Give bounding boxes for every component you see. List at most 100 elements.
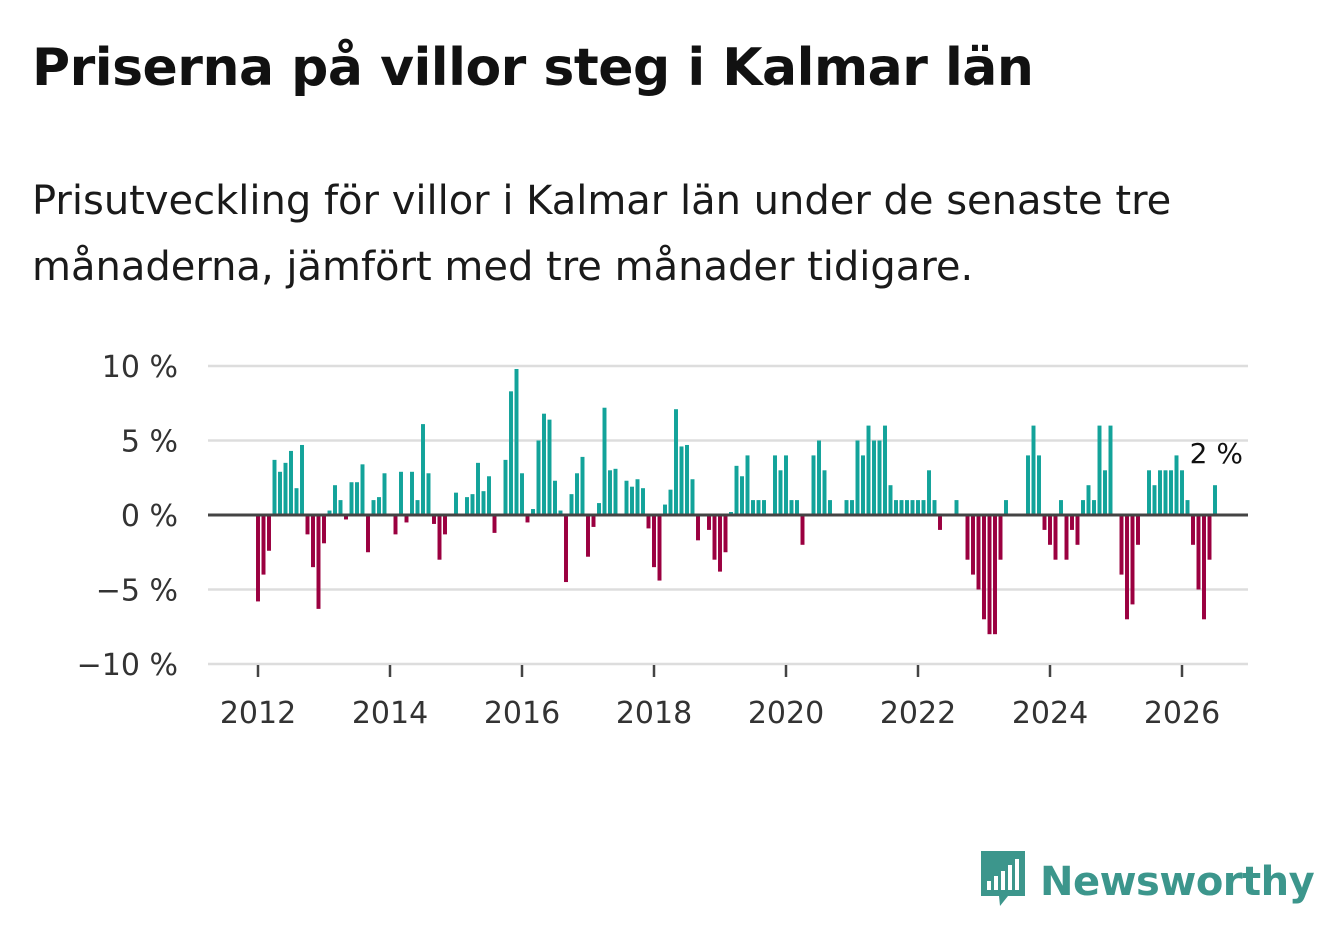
bar bbox=[1042, 515, 1047, 530]
bar bbox=[289, 450, 293, 515]
bar bbox=[393, 515, 398, 535]
bar bbox=[822, 470, 827, 515]
bar bbox=[751, 500, 755, 515]
x-tick-label: 2018 bbox=[616, 696, 692, 731]
bar bbox=[256, 515, 260, 602]
bar bbox=[1070, 515, 1074, 530]
bar bbox=[1031, 425, 1036, 515]
bar bbox=[762, 500, 766, 515]
bar bbox=[272, 459, 277, 515]
bar bbox=[432, 515, 436, 524]
bar bbox=[795, 500, 799, 515]
bar bbox=[888, 485, 893, 515]
chart-title: Priserna på villor steg i Kalmar län bbox=[32, 38, 1034, 98]
bar bbox=[437, 515, 442, 560]
bar bbox=[800, 515, 805, 545]
bar bbox=[382, 473, 387, 515]
bar bbox=[778, 470, 783, 515]
bar bbox=[476, 462, 480, 515]
bar bbox=[850, 500, 854, 515]
bar bbox=[410, 471, 414, 515]
bar-chart: 10 % 5 % 0 % −5 % −10 % 2012 2014 2016 2018 2020… bbox=[77, 350, 1248, 731]
bar bbox=[1097, 425, 1102, 515]
bar bbox=[349, 482, 354, 515]
bar bbox=[421, 424, 425, 515]
bar bbox=[1213, 485, 1217, 515]
gridlines bbox=[208, 364, 1248, 666]
x-tick-label: 2020 bbox=[748, 696, 824, 731]
bar bbox=[646, 515, 651, 529]
bar bbox=[894, 500, 898, 515]
bar bbox=[855, 440, 860, 515]
bars bbox=[256, 368, 1217, 635]
bar bbox=[1048, 515, 1052, 545]
bar bbox=[938, 515, 942, 530]
bar bbox=[454, 492, 458, 515]
bar bbox=[305, 515, 310, 535]
y-tick-label: −10 % bbox=[77, 648, 178, 683]
bar bbox=[1163, 470, 1168, 515]
bar bbox=[811, 455, 816, 515]
bar bbox=[575, 473, 579, 515]
bar bbox=[872, 440, 876, 515]
bar bbox=[696, 515, 700, 541]
bar bbox=[1185, 500, 1190, 515]
chart-subtitle: Prisutveckling för villor i Kalmar län u… bbox=[32, 178, 1172, 290]
bar bbox=[877, 440, 882, 515]
bar bbox=[503, 459, 508, 515]
bar bbox=[608, 470, 612, 515]
bar bbox=[1026, 455, 1030, 515]
x-tick-label: 2026 bbox=[1144, 696, 1220, 731]
bar bbox=[756, 500, 761, 515]
bar bbox=[718, 515, 722, 572]
bar bbox=[399, 471, 403, 515]
bar bbox=[1174, 455, 1179, 515]
bar bbox=[360, 464, 365, 515]
bar bbox=[366, 515, 370, 553]
bar bbox=[1180, 470, 1184, 515]
bar bbox=[465, 497, 469, 515]
newsworthy-logo-text: Newsworthy bbox=[1040, 858, 1315, 905]
bar bbox=[547, 419, 552, 515]
x-axis-ticks: 2012 2014 2016 2018 2020 2022 2024 2026 bbox=[220, 665, 1220, 731]
bar bbox=[723, 515, 728, 553]
last-value-label: 2 % bbox=[1190, 437, 1243, 470]
bar bbox=[1081, 500, 1085, 515]
bar bbox=[668, 489, 673, 515]
bar bbox=[371, 500, 376, 515]
bar bbox=[861, 455, 865, 515]
x-tick-label: 2014 bbox=[352, 696, 428, 731]
y-tick-label: 10 % bbox=[102, 350, 178, 385]
bar bbox=[635, 479, 640, 515]
bar bbox=[311, 515, 315, 568]
bar bbox=[883, 425, 887, 515]
bar bbox=[998, 515, 1003, 560]
bar bbox=[707, 515, 711, 530]
bar bbox=[971, 515, 975, 575]
bar bbox=[333, 485, 337, 515]
bar bbox=[844, 500, 849, 515]
bar bbox=[817, 440, 821, 515]
x-tick-label: 2016 bbox=[484, 696, 560, 731]
bar bbox=[976, 515, 981, 590]
bar bbox=[1092, 500, 1096, 515]
y-tick-label: 5 % bbox=[121, 425, 178, 460]
bar bbox=[1103, 470, 1107, 515]
bar bbox=[404, 515, 409, 523]
bar bbox=[624, 480, 629, 515]
bar bbox=[514, 368, 519, 515]
bar bbox=[586, 515, 590, 557]
bar bbox=[641, 488, 645, 515]
bar bbox=[1053, 515, 1058, 560]
bar bbox=[690, 479, 695, 515]
bar bbox=[905, 500, 909, 515]
newsworthy-logo: Newsworthy bbox=[978, 848, 1315, 915]
bar bbox=[294, 488, 299, 515]
bar bbox=[564, 515, 568, 583]
bar bbox=[558, 510, 563, 515]
bar bbox=[866, 425, 871, 515]
bar bbox=[509, 391, 513, 515]
bar bbox=[443, 515, 447, 535]
y-tick-label: −5 % bbox=[96, 574, 178, 609]
bar bbox=[1169, 470, 1173, 515]
